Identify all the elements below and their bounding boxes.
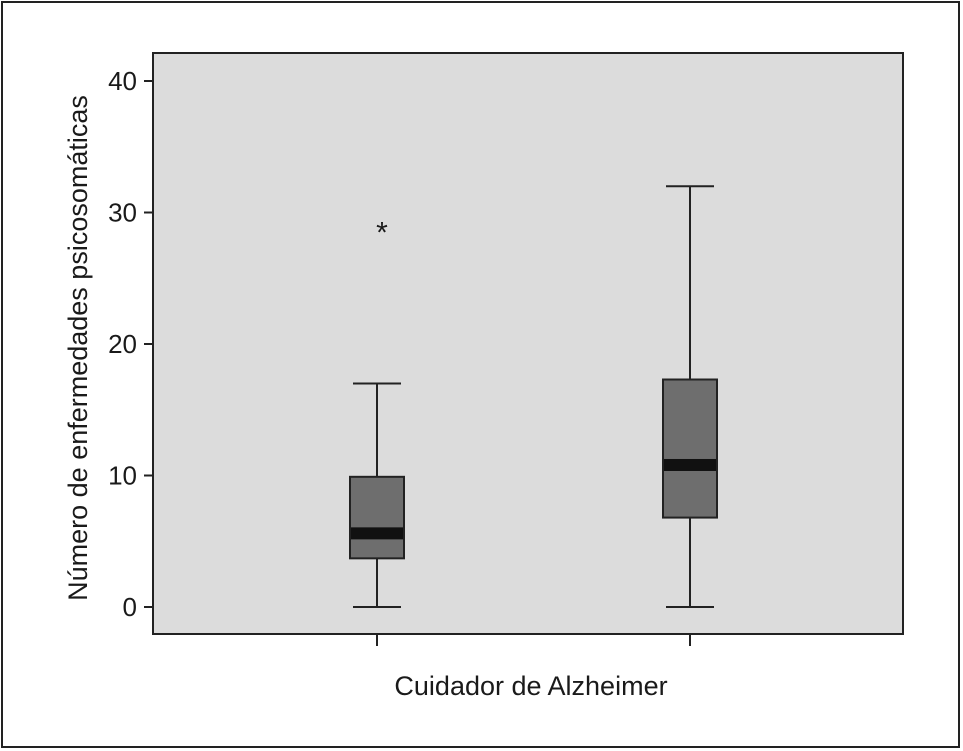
plot-area [152,52,904,635]
iqr-box [662,378,718,519]
y-axis: 0 10 20 30 40 [108,66,153,622]
y-tick-label: 20 [108,329,137,359]
median-line [351,527,403,540]
iqr-box [349,475,405,560]
y-tick-label: 10 [108,461,137,491]
x-axis-label: Cuidador de Alzheimer [394,671,667,701]
box-2 [662,185,718,608]
y-axis-label: Número de enfermedades psicosomáticas [63,95,93,601]
outlier-marker: * [376,216,388,249]
y-tick-label: 30 [108,198,137,228]
box-1: * [349,216,405,608]
boxes-group: * [349,185,718,608]
y-tick-label: 0 [123,592,137,622]
x-axis [376,634,691,646]
median-line [664,458,716,471]
y-tick-label: 40 [108,66,137,96]
